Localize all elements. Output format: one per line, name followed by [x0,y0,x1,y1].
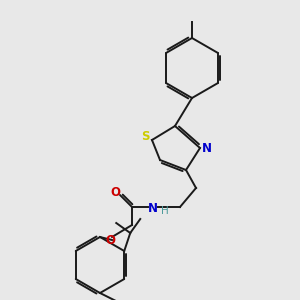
Text: H: H [161,206,169,216]
Text: N: N [148,202,158,214]
Text: N: N [202,142,212,154]
Text: O: O [105,233,115,247]
Text: S: S [141,130,149,143]
Text: O: O [110,185,120,199]
